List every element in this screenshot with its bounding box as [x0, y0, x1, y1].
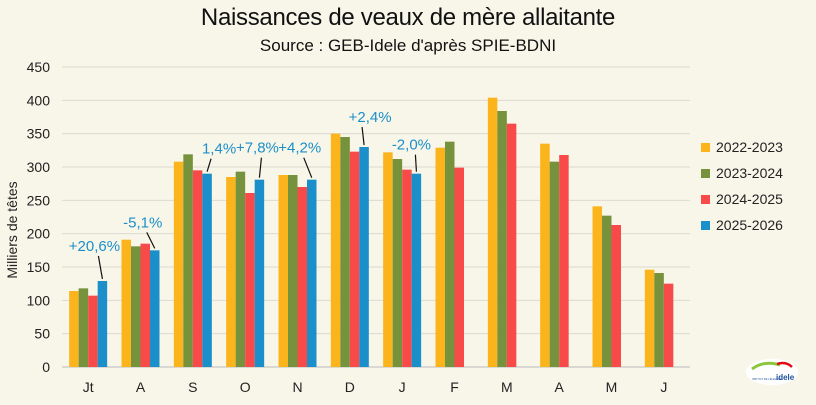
bar	[78, 288, 89, 367]
x-tick-label: J	[660, 379, 667, 395]
annotation-leader-line	[361, 126, 365, 146]
y-tick-label: 300	[27, 159, 51, 175]
legend-label: 2022-2023	[716, 139, 783, 155]
bar	[254, 179, 265, 367]
legend-item: 2022-2023	[701, 134, 783, 160]
bar	[392, 159, 403, 367]
x-tick-label: M	[606, 379, 618, 395]
bar	[97, 281, 108, 367]
bar	[549, 161, 560, 367]
bar	[131, 246, 141, 367]
bar	[192, 170, 203, 367]
legend-swatch	[701, 168, 710, 178]
bar	[245, 193, 255, 367]
legend-label: 2023-2024	[716, 165, 783, 181]
bar	[297, 187, 307, 367]
bar	[559, 155, 569, 367]
legend-label: 2025-2026	[716, 217, 783, 233]
bar	[140, 243, 150, 367]
legend-swatch	[701, 142, 710, 152]
bar	[654, 273, 664, 367]
legend-label: 2024-2025	[716, 191, 783, 207]
bar	[663, 283, 674, 367]
bar	[592, 206, 602, 367]
bar	[454, 167, 464, 367]
y-tick-label: 50	[34, 326, 50, 342]
idele-logo: INSTITUT DE L'ÉLEVAGE idele	[746, 359, 798, 385]
bar	[202, 173, 212, 367]
bar	[121, 239, 131, 367]
logo-subtext: INSTITUT DE L'ÉLEVAGE	[752, 378, 782, 381]
bar	[349, 151, 360, 367]
annotation-leader-line	[258, 157, 263, 178]
bar	[487, 97, 498, 368]
y-tick-label: 150	[27, 259, 51, 275]
bar	[340, 137, 350, 367]
annotation-label: 1,4%	[202, 141, 236, 158]
y-tick-label: 250	[27, 192, 51, 208]
bar	[278, 175, 288, 367]
bar	[435, 147, 445, 367]
annotation-label: -5,1%	[123, 214, 162, 231]
bar	[173, 161, 184, 367]
x-tick-label: S	[188, 379, 197, 395]
chart-subtitle: Source : GEB-Idele d'après SPIE-BDNI	[259, 36, 557, 55]
annotation-label: -2,0%	[392, 137, 431, 154]
bar	[88, 295, 98, 367]
y-tick-label: 450	[27, 59, 51, 75]
bar	[235, 171, 246, 367]
x-tick-label: O	[240, 379, 251, 395]
annotation-leader-line	[206, 158, 212, 172]
y-tick-label: 200	[27, 226, 51, 242]
x-tick-label: D	[345, 379, 355, 395]
bar	[644, 269, 655, 367]
bar	[226, 177, 236, 367]
bar	[69, 291, 79, 367]
legend-swatch	[701, 194, 710, 204]
legend-item: 2023-2024	[701, 160, 783, 186]
bar	[411, 173, 422, 367]
annotation-label: +7,8%	[236, 140, 279, 157]
legend-item: 2024-2025	[701, 186, 783, 212]
bar	[330, 133, 341, 367]
bar	[611, 225, 621, 367]
x-tick-label: J	[399, 379, 406, 395]
y-tick-label: 350	[27, 126, 51, 142]
annotation-leader-line	[303, 157, 313, 178]
x-tick-label: F	[450, 379, 459, 395]
bar	[288, 175, 298, 367]
y-tick-label: 0	[42, 359, 50, 375]
x-tick-label: N	[292, 379, 302, 395]
legend-item: 2025-2026	[701, 212, 783, 238]
bar	[497, 111, 507, 367]
x-tick-label: M	[501, 379, 513, 395]
bar	[150, 250, 160, 367]
x-tick-label: Jt	[83, 379, 94, 395]
y-tick-label: 100	[27, 292, 51, 308]
chart-title: Naissances de veaux de mère allaitante	[200, 4, 616, 31]
bar	[602, 215, 612, 367]
annotation-leader-line	[414, 154, 418, 172]
annotation-leader-line	[146, 232, 156, 249]
logo-text: idele	[776, 373, 795, 382]
bar	[445, 141, 455, 367]
annotation-label: +2,4%	[349, 109, 392, 126]
logo-swoosh-red	[776, 361, 793, 368]
annotation-label: +4,2%	[278, 140, 321, 157]
bar	[402, 169, 412, 367]
legend: 2022-2023 2023-2024 2024-2025 2025-2026	[701, 134, 783, 238]
legend-swatch	[701, 220, 710, 230]
y-tick-label: 400	[27, 92, 51, 108]
bar	[383, 152, 393, 367]
bar	[540, 143, 550, 367]
annotation-leader-line	[97, 255, 104, 280]
x-tick-label: A	[136, 379, 146, 395]
bar	[183, 154, 193, 367]
annotation-label: +20,6%	[69, 238, 120, 255]
x-tick-label: A	[554, 379, 564, 395]
bar	[359, 147, 369, 367]
bar	[506, 123, 517, 368]
bar	[307, 179, 317, 367]
